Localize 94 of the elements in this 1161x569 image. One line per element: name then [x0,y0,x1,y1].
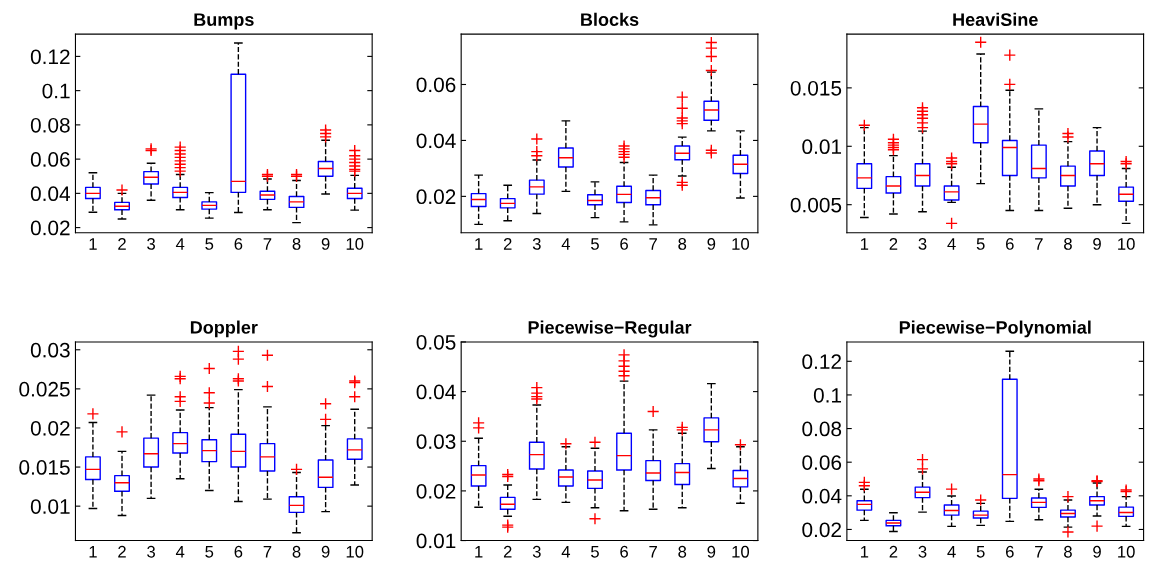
x-tick-label: 2 [118,238,126,250]
x-tick-label: 7 [263,238,272,250]
x-tick-label: 1 [89,546,97,558]
x-tick-label: 9 [707,545,716,558]
x-tick-label: 6 [234,545,243,558]
x-tick-label: 3 [147,238,155,250]
x-tick-label: 2 [118,545,126,558]
chart-title: Bumps [194,13,254,30]
x-tick-label: 7 [263,546,272,558]
y-tick-label: 0.05 [416,334,456,350]
x-tick-label: 3 [147,545,155,558]
y-tick-label: 0.02 [802,522,841,538]
y-tick-label: 0.02 [416,189,456,205]
x-tick-label: 2 [889,238,898,250]
x-tick-label: 4 [947,546,956,558]
x-tick-label: 10 [732,238,750,250]
x-tick-label: 9 [1093,545,1101,558]
y-tick-label: 0.1 [42,83,70,99]
x-tick-label: 3 [918,545,927,558]
x-tick-label: 4 [947,238,956,250]
x-tick-label: 1 [89,238,97,250]
x-tick-label: 10 [346,545,364,558]
x-tick-label: 5 [976,546,985,558]
x-tick-label: 2 [889,545,898,558]
y-tick-label: 0.015 [790,80,842,96]
y-tick-label: 0.06 [802,455,842,470]
x-tick-label: 10 [346,238,364,250]
y-tick-label: 0.025 [19,381,70,397]
x-tick-label: 8 [292,238,301,250]
y-tick-label: 0.12 [802,354,841,370]
y-tick-label: 0.02 [416,483,456,499]
y-tick-label: 0.04 [802,488,842,504]
x-tick-label: 3 [532,545,541,558]
x-tick-label: 7 [649,546,657,558]
x-tick-label: 8 [1064,545,1072,558]
x-tick-label: 2 [503,545,512,558]
x-tick-label: 5 [976,238,985,250]
x-tick-label: 9 [321,238,330,250]
x-tick-label: 6 [620,545,628,558]
y-tick-label: 0.01 [30,499,70,514]
y-tick-label: 0.04 [30,186,70,202]
y-tick-label: 0.1 [813,387,842,403]
y-tick-label: 0.03 [30,342,70,358]
x-tick-label: 6 [234,238,243,250]
y-tick-label: 0.01 [802,139,842,155]
x-tick-label: 8 [678,545,687,558]
y-tick-label: 0.03 [416,434,456,450]
x-tick-label: 4 [175,546,185,558]
x-tick-label: 10 [732,545,750,558]
x-tick-label: 1 [475,238,483,250]
chart-title: Doppler [190,320,258,338]
chart-title: Blocks [581,12,639,26]
y-tick-label: 0.01 [416,533,456,549]
y-tick-label: 0.12 [30,49,70,65]
x-tick-label: 4 [561,238,571,250]
x-tick-label: 2 [503,238,512,250]
x-tick-label: 6 [1005,238,1014,250]
x-tick-label: 3 [918,238,927,250]
x-tick-label: 7 [1035,238,1043,250]
x-tick-label: 5 [205,546,214,558]
x-tick-label: 8 [292,545,301,558]
x-tick-label: 10 [1118,545,1135,558]
x-tick-label: 9 [1093,238,1101,250]
x-tick-label: 10 [1118,238,1135,250]
x-tick-label: 6 [1005,545,1014,558]
x-tick-label: 9 [707,238,716,250]
y-tick-label: 0.005 [790,197,842,213]
x-tick-label: 3 [532,238,541,250]
x-tick-label: 1 [860,546,869,558]
x-tick-label: 7 [1035,546,1043,558]
x-tick-label: 1 [860,238,869,250]
y-tick-label: 0.04 [416,384,456,400]
y-tick-label: 0.08 [802,421,842,437]
x-tick-label: 8 [1064,238,1072,250]
x-tick-label: 4 [175,238,185,250]
x-tick-label: 6 [620,238,628,250]
y-tick-label: 0.08 [30,117,70,133]
x-tick-label: 8 [678,238,687,250]
x-tick-label: 9 [321,545,330,558]
y-tick-label: 0.04 [416,133,456,149]
y-tick-label: 0.06 [30,152,70,167]
x-tick-label: 1 [475,546,483,558]
x-tick-label: 5 [591,238,599,250]
chart-title: Piecewise−Regular [528,320,692,338]
y-tick-label: 0.06 [416,77,456,93]
x-tick-label: 5 [205,238,214,250]
y-tick-label: 0.015 [19,460,70,475]
x-tick-label: 4 [561,546,571,558]
chart-title: HeaviSine [953,12,1038,26]
x-tick-label: 5 [591,546,599,558]
chart-title: Piecewise−Polynomial [899,320,1091,338]
x-tick-label: 7 [649,238,657,250]
y-tick-label: 0.02 [30,420,70,436]
y-tick-label: 0.02 [30,220,70,236]
